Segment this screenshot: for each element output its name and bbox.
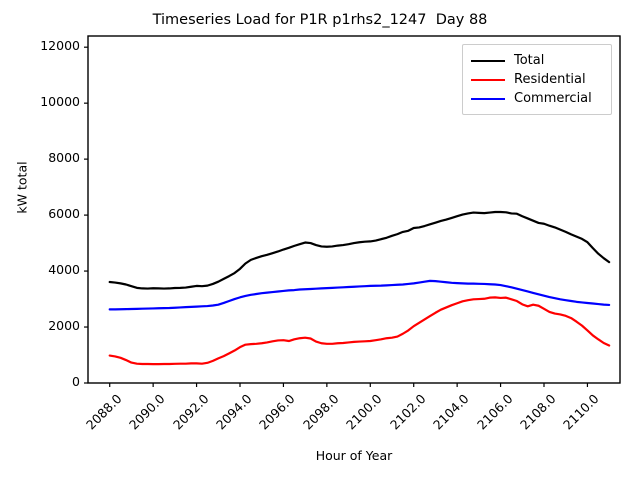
y-axis-label: kW total: [14, 161, 30, 214]
legend-label: Residential: [514, 72, 586, 87]
series-line-residential: [108, 296, 611, 366]
data-lines: [108, 210, 611, 366]
chart-title: Timeseries Load for P1R p1rhs2_1247 Day …: [152, 12, 488, 28]
legend-item-commercial: Commercial: [471, 89, 603, 108]
axes-frame: [87, 35, 621, 384]
series-line-total: [108, 210, 611, 290]
y-tick-label: 12000: [40, 38, 80, 54]
x-axis-label: Hour of Year: [315, 448, 393, 463]
tick-marks: [84, 46, 589, 387]
legend-label: Total: [514, 53, 545, 68]
y-tick-label: 6000: [48, 206, 80, 222]
chart-legend: Total Residential Commercial: [462, 44, 612, 115]
y-tick-label: 4000: [48, 262, 80, 278]
legend-item-residential: Residential: [471, 70, 603, 89]
y-tick-label: 10000: [40, 94, 80, 110]
y-tick-label: 8000: [48, 150, 80, 166]
legend-color-swatch: [471, 97, 505, 100]
legend-color-swatch: [471, 59, 505, 62]
y-tick-label: 2000: [48, 318, 80, 334]
legend-label: Commercial: [514, 91, 592, 106]
axes-spines: [87, 35, 621, 384]
series-line-commercial: [108, 279, 611, 311]
y-tick-label: 0: [72, 374, 80, 389]
legend-color-swatch: [471, 78, 505, 81]
legend-item-total: Total: [471, 51, 603, 70]
